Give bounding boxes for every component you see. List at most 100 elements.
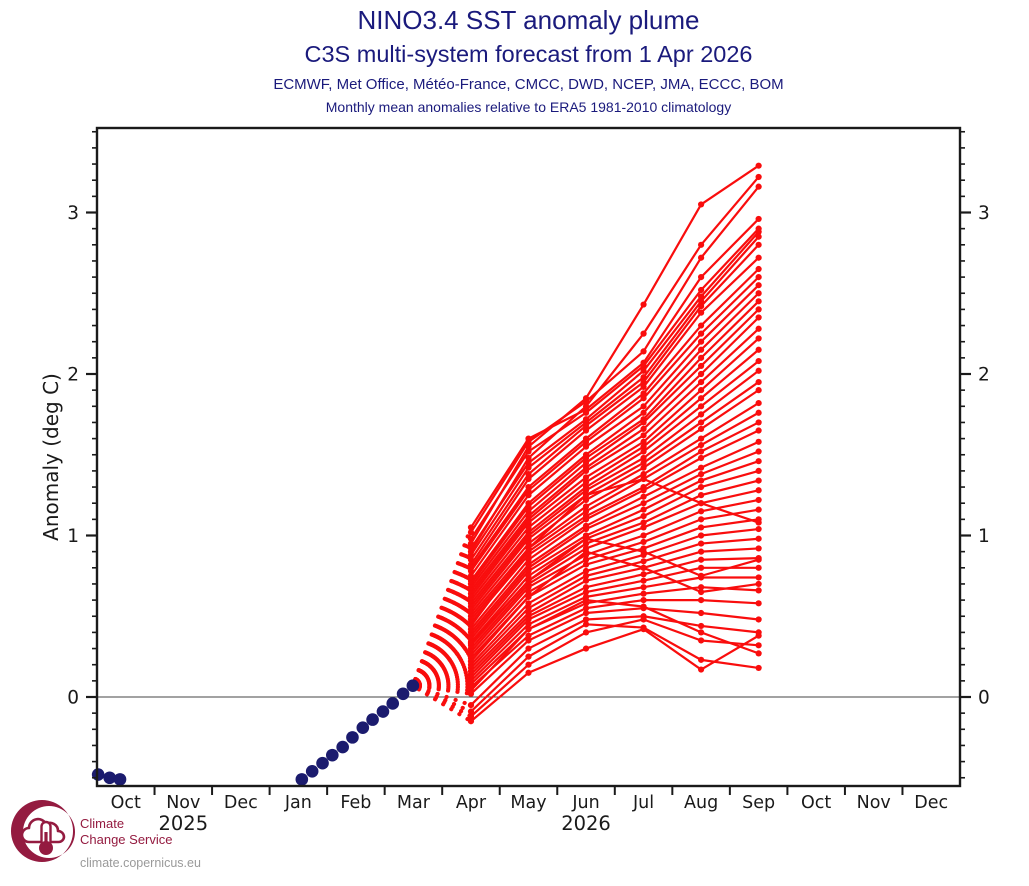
forecast-member-dot [755,290,762,297]
x-month-label: Jan [284,793,312,813]
x-month-label: Dec [914,793,948,813]
forecast-member-dot [582,422,590,429]
forecast-member-dot [582,492,590,499]
forecast-member-dot [698,532,705,539]
forecast-member-line [470,360,760,605]
forecast-member-dot [755,357,762,365]
forecast-member-dot [525,593,532,600]
forecast-member-dot [755,458,762,465]
forecast-member-dot [698,609,705,617]
forecast-member-dot [640,538,647,546]
forecast-member-dot [525,621,532,628]
forecast-member-dot [755,632,762,639]
forecast-member-dot [525,551,532,558]
forecast-member-dot [582,572,590,579]
forecast-member-line [470,185,760,533]
forecast-member-dot [582,577,590,584]
forecast-connector [410,649,474,688]
observed-dot [103,771,116,785]
forecast-connector [410,683,474,708]
forecast-member-dot [640,471,647,478]
forecast-member-dot [640,558,647,565]
x-month-label: Feb [340,793,371,813]
forecast-member-dot [698,362,705,370]
observed-dot [336,740,349,754]
y-tick-label: 3 [67,203,79,224]
x-month-label: Mar [397,793,431,813]
forecast-member-dot [755,228,762,235]
forecast-member-dot [698,492,705,499]
forecast-member-dot [582,403,590,410]
x-month-label: Nov [857,793,891,813]
forecast-member-dot [525,545,532,552]
forecast-member-dot [582,605,590,612]
forecast-member-line [470,256,760,566]
forecast-member-dot [640,500,647,507]
forecast-connector [410,659,474,688]
forecast-connector [410,573,474,688]
forecast-member-dot [698,403,705,410]
forecast-member-dot [467,713,475,720]
forecast-member-dot [698,346,705,353]
c3s-logo-mark [10,800,75,862]
forecast-member-line [470,537,759,669]
forecast-member-line [470,429,760,630]
observed-dot [113,773,127,786]
forecast-member-line [470,547,759,672]
forecast-member-dot [640,395,647,402]
forecast-member-dot [698,471,705,478]
y-tick-label: 1 [978,526,990,547]
forecast-member-dot [640,513,647,520]
forecast-member-dot [755,325,762,332]
forecast-member-dot [755,506,762,513]
forecast-member-dot [525,605,532,612]
observed-dot [295,773,309,786]
forecast-member-dot [640,616,647,623]
forecast-member-dot [755,438,762,445]
forecast-member-line [470,369,760,608]
forecast-member-dot [640,448,647,455]
forecast-member-dot [698,548,705,555]
forecast-member-dot [698,419,705,426]
forecast-member-dot [640,577,647,584]
x-month-label: Nov [166,793,200,813]
forecast-member-dot [755,642,762,649]
forecast-member-dot [582,548,590,555]
y-tick-label: 3 [978,203,990,224]
forecast-member-dot [698,370,705,378]
forecast-member-dot [698,666,705,673]
forecast-member-dot [525,626,532,633]
forecast-member-dot [582,621,590,628]
forecast-member-dot [525,519,532,526]
forecast-member-line [470,381,760,611]
forecast-connector [410,652,474,688]
forecast-member-dot [582,629,590,636]
forecast-member-dot [525,653,532,660]
forecast-member-dot [755,241,762,248]
forecast-member-dot [582,487,590,494]
forecast-member-dot [582,540,590,547]
x-month-label: Sep [742,793,775,813]
axis-mask [0,787,1029,793]
forecast-member-line [470,164,760,545]
logo-line2: Change Service [80,832,173,847]
observed-dot [406,679,420,692]
forecast-member-dot [582,645,590,652]
forecast-member-dot [525,572,532,579]
forecast-member-line [470,389,760,614]
forecast-member-dot [755,378,762,386]
forecast-member-dot [698,425,705,433]
forecast-member-dot [525,492,532,499]
forecast-member-dot [755,600,762,607]
forecast-member-dot [698,588,705,596]
forecast-member-dot [755,399,762,407]
forecast-member-dot [582,584,590,591]
forecast-member-dot [698,597,705,604]
forecast-member-dot [525,508,532,515]
forecast-member-line [470,607,759,695]
forecast-member-dot [582,561,590,568]
forecast-member-dot [582,409,590,416]
forecast-member-line [470,337,760,598]
forecast-member-dot [640,571,647,578]
forecast-member-dot [698,322,705,329]
